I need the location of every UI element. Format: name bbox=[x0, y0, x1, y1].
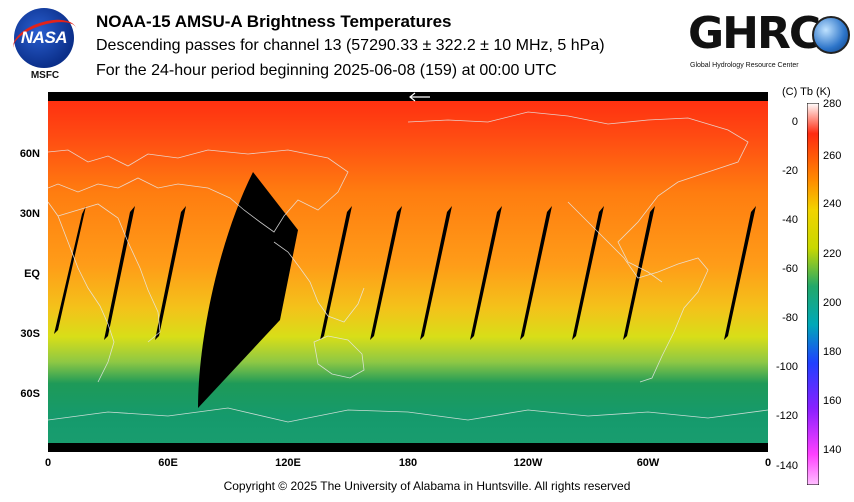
colorbar-c-0: 0 bbox=[791, 116, 798, 128]
lon-label-120e: 120E bbox=[275, 457, 301, 469]
colorbar-c-minus140: -140 bbox=[775, 460, 798, 472]
brightness-temperature-map bbox=[48, 92, 768, 452]
coastlines bbox=[48, 111, 768, 423]
swath-gap bbox=[420, 206, 452, 340]
lon-label-60w: 60W bbox=[636, 457, 660, 469]
lon-label-180: 180 bbox=[398, 457, 418, 469]
nasa-logo: NASA MSFC bbox=[8, 8, 82, 84]
swath-gap bbox=[320, 206, 352, 340]
swath-gap bbox=[623, 206, 655, 340]
lat-label-eq: EQ bbox=[24, 268, 40, 280]
colorbar-k-180: 180 bbox=[823, 346, 842, 358]
channel-subtitle: Descending passes for channel 13 (57290.… bbox=[96, 37, 605, 54]
lat-label-60n: 60N bbox=[19, 148, 40, 160]
colorbar-k-220: 220 bbox=[823, 248, 842, 260]
copyright-footer: Copyright © 2025 The University of Alaba… bbox=[223, 479, 631, 493]
colorbar-c-minus60: -60 bbox=[782, 263, 798, 275]
left-arrow-icon bbox=[409, 92, 430, 102]
globe-icon bbox=[812, 16, 850, 54]
ghrc-logo: GHRC Global Hydrology Resource Center bbox=[688, 8, 850, 78]
colorbar-c-minus80: -80 bbox=[782, 312, 798, 324]
colorbar-c-minus20: -20 bbox=[782, 165, 798, 177]
swath-gap bbox=[370, 206, 402, 340]
lat-label-30s: 30S bbox=[20, 328, 40, 340]
swath-gap bbox=[470, 206, 502, 340]
ghrc-logo-text: GHRC bbox=[688, 8, 821, 59]
nasa-meatball-icon bbox=[14, 8, 74, 68]
swath-gap bbox=[520, 206, 552, 340]
lon-label-120w: 120W bbox=[513, 457, 543, 469]
page-title: NOAA-15 AMSU-A Brightness Temperatures bbox=[96, 12, 452, 31]
colorbar-c-minus120: -120 bbox=[775, 410, 798, 422]
lon-label-0: 0 bbox=[44, 457, 52, 469]
colorbar-k-200: 200 bbox=[823, 297, 842, 309]
nasa-logo-text: NASA bbox=[20, 28, 68, 47]
msfc-caption: MSFC bbox=[30, 70, 60, 81]
period-subtitle: For the 24-hour period beginning 2025-06… bbox=[96, 62, 557, 79]
top-nodata-band bbox=[48, 92, 768, 101]
swath-gap bbox=[724, 206, 756, 340]
lat-label-30n: 30N bbox=[19, 208, 40, 220]
colorbar-k-240: 240 bbox=[823, 198, 842, 210]
colorbar-k-140: 140 bbox=[823, 444, 842, 456]
swath-gap bbox=[54, 206, 86, 334]
lat-label-60s: 60S bbox=[20, 388, 40, 400]
colorbar-k-280: 280 bbox=[823, 98, 842, 110]
bottom-nodata-band bbox=[48, 443, 768, 452]
colorbar-c-minus40: -40 bbox=[782, 214, 798, 226]
lon-label-60e: 60E bbox=[158, 457, 178, 469]
ghrc-caption: Global Hydrology Resource Center bbox=[690, 62, 799, 69]
map-background bbox=[48, 92, 768, 452]
swath-gap bbox=[572, 206, 604, 340]
swath-gap bbox=[155, 206, 186, 340]
colorbar bbox=[807, 103, 819, 485]
colorbar-k-160: 160 bbox=[823, 395, 842, 407]
colorbar-units: (C) Tb (K) bbox=[782, 86, 831, 98]
colorbar-k-260: 260 bbox=[823, 150, 842, 162]
lon-label-0-end: 0 bbox=[764, 457, 772, 469]
colorbar-c-minus100: -100 bbox=[775, 361, 798, 373]
